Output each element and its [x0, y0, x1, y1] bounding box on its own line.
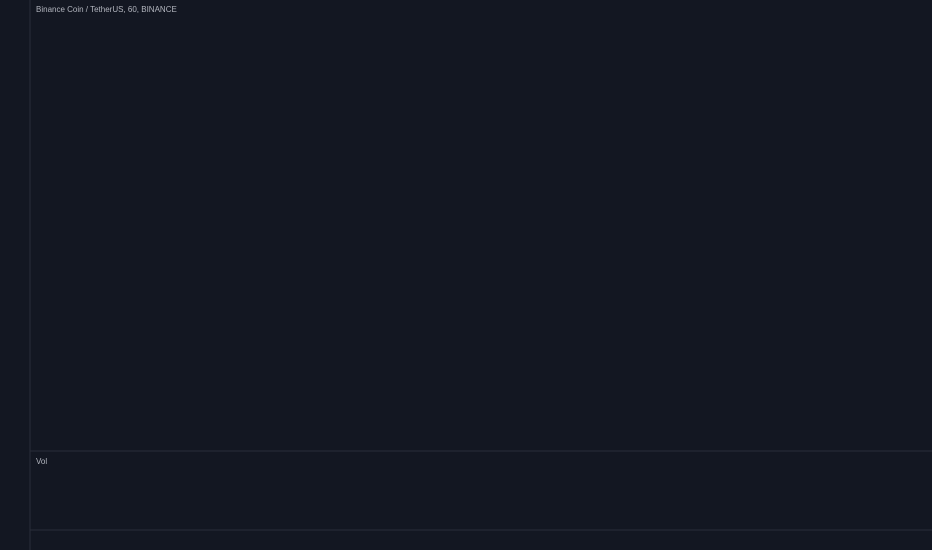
price-axis-bg: [0, 0, 30, 550]
volume-label: Vol: [36, 457, 47, 466]
chart-title: Binance Coin / TetherUS, 60, BINANCE: [36, 5, 177, 14]
